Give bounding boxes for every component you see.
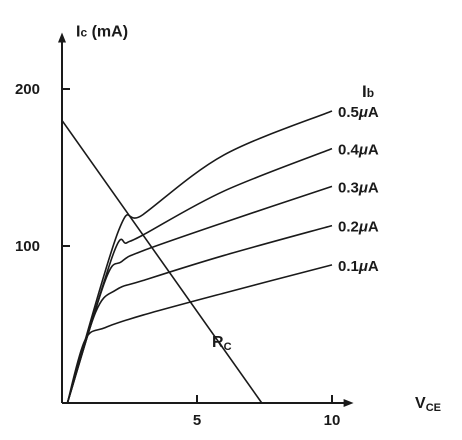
series-unit-text: A xyxy=(368,258,379,275)
legend-title-main: I xyxy=(362,82,367,101)
series-label-2: 0.2μA xyxy=(338,219,379,236)
series-unit-text: A xyxy=(368,104,379,121)
series-label-5: 0.5μA xyxy=(338,104,379,121)
series-label-4: 0.4μA xyxy=(338,142,379,159)
y-axis-label-unit: (mA) xyxy=(87,24,128,41)
x-axis-label-sub: CE xyxy=(426,402,441,414)
series-layer xyxy=(61,110,333,404)
y-axis-label-sub: c xyxy=(80,26,87,40)
series-value-text: 0.5 xyxy=(338,104,359,121)
series-line-1 xyxy=(66,264,333,404)
series-mu-text: μ xyxy=(358,179,368,196)
series-line-5 xyxy=(66,110,333,404)
y-tick-label: 100 xyxy=(15,238,40,255)
series-label-1: 0.1μA xyxy=(338,258,379,275)
series-unit-text: A xyxy=(368,219,379,236)
series-value-text: 0.1 xyxy=(338,258,359,275)
series-mu-text: μ xyxy=(358,258,368,275)
load-line-label-sub: C xyxy=(224,341,232,353)
series-value-text: 0.3 xyxy=(338,179,359,196)
series-mu-text: μ xyxy=(358,142,368,159)
series-mu-text: μ xyxy=(358,104,368,121)
load-line-label-main: R xyxy=(212,334,224,351)
y-axis-arrow-icon xyxy=(58,32,66,43)
legend-title-sub: b xyxy=(367,86,374,100)
series-label-3: 0.3μA xyxy=(338,179,379,196)
series-unit-text: A xyxy=(368,179,379,196)
series-line-4 xyxy=(66,147,333,404)
load-line-label: RC xyxy=(212,334,232,353)
y-tick-label: 200 xyxy=(15,81,40,98)
x-axis-label-main: V xyxy=(415,395,426,412)
y-axis-label-main: I xyxy=(76,24,80,41)
x-tick-label: 5 xyxy=(193,412,201,429)
series-unit-text: A xyxy=(368,142,379,159)
x-axis-label: VCE xyxy=(415,395,441,414)
axes-layer: 5 10 100 200 xyxy=(15,32,354,429)
series-mu-text: μ xyxy=(358,219,368,236)
series-value-text: 0.4 xyxy=(338,142,360,159)
load-line xyxy=(61,119,263,404)
legend-title: Ib xyxy=(362,82,374,101)
x-tick-label: 10 xyxy=(324,412,341,429)
x-axis-arrow-icon xyxy=(343,399,354,407)
series-value-text: 0.2 xyxy=(338,219,359,236)
y-axis-label: Ic (mA) xyxy=(76,24,128,41)
